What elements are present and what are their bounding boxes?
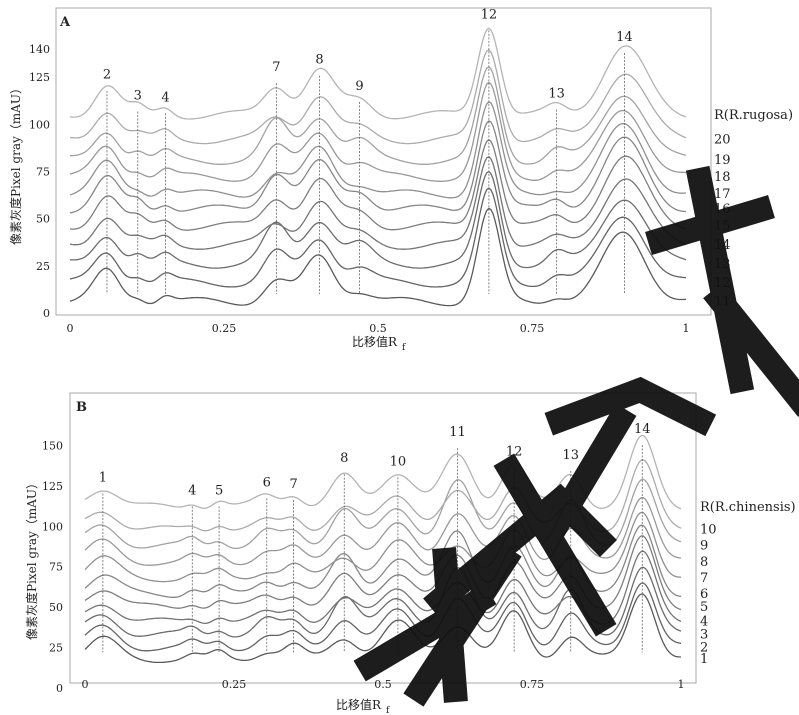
track-label: R(R.rugosa) (714, 108, 793, 123)
panel-b-y-tick-label: 0 (56, 682, 63, 695)
track-label: 10 (700, 523, 717, 538)
panel-a-x-tick-label: 0.5 (369, 322, 387, 335)
peak-label: 8 (340, 451, 348, 466)
panel-a-y-tick-label: 125 (29, 71, 50, 84)
panel-a-y-tick-label: 100 (29, 118, 50, 131)
panel-a-y-axis-title: 像素灰度Pixel gray（mAU） (8, 82, 23, 245)
panel-a-label: A (59, 15, 71, 30)
panel-b-x-tick-label: 0 (82, 678, 89, 691)
watermark (370, 180, 799, 690)
panel-a-y-tick-label: 0 (43, 307, 50, 320)
track-label: 8 (700, 555, 708, 570)
peak-label: 4 (188, 483, 196, 498)
panel-b-x-tick-label: 1 (678, 678, 685, 691)
peak-label: 14 (616, 30, 633, 45)
peak-label: 10 (390, 454, 407, 469)
peak-label: 1 (99, 470, 107, 485)
peak-label: 13 (562, 448, 579, 463)
track-label: 20 (714, 132, 731, 147)
panel-b-y-tick-label: 125 (42, 480, 63, 493)
peak-label: 6 (263, 475, 271, 490)
peak-label: 11 (449, 425, 466, 440)
panel-a-x-tick-label: 1 (683, 322, 690, 335)
panel-a-y-tick-label: 25 (36, 260, 50, 273)
panel-b-x-tick-label: 0.75 (520, 678, 545, 691)
peak-label: 12 (481, 7, 498, 22)
panel-a-y-tick-label: 75 (36, 166, 50, 179)
panel-b-x-axis-title: 比移值R (336, 697, 382, 712)
panel-b-y-tick-label: 100 (42, 520, 63, 533)
track-label: 3 (700, 628, 708, 643)
track-label: 17 (714, 187, 731, 202)
series-line-14 (70, 157, 686, 250)
panel-b-x-axis-title-subscript: f (386, 706, 390, 715)
track-label: 18 (714, 170, 731, 185)
panel-a-y-tick-label: 140 (29, 43, 50, 56)
panel-b-y-tick-label: 25 (49, 642, 63, 655)
panel-a-chart: A 比移值R f 像素灰度Pixel gray（mAU） 0 25 50 75 100 1… (8, 7, 793, 353)
panel-b-y-axis-title: 像素灰度Pixel gray（mAU） (24, 477, 39, 640)
track-label: 9 (700, 539, 708, 554)
track-label: R(R.chinensis) (700, 500, 796, 515)
panel-a-x-tick-label: 0.25 (212, 322, 237, 335)
panel-b-y-tick-label: 150 (42, 439, 63, 452)
panel-a-x-axis-title: 比移值R (352, 334, 398, 349)
panel-a-x-tick-label: 0 (67, 322, 74, 335)
peak-label: 3 (134, 88, 142, 103)
panel-a-x-tick-label: 0.75 (520, 322, 545, 335)
panel-a-y-tick-label: 50 (36, 213, 50, 226)
track-label: 7 (700, 571, 708, 586)
track-label: 19 (714, 153, 731, 168)
panel-a-x-axis-title-subscript: f (402, 343, 406, 353)
peak-label: 8 (315, 53, 323, 68)
track-label: 5 (700, 600, 708, 615)
panel-b-chart: B 比移值R f 像素灰度Pixel gray（mAU） 02550751001… (24, 393, 796, 715)
panel-b-x-tick-label: 0.5 (374, 678, 392, 691)
peak-label: 14 (634, 422, 651, 437)
panel-b-y-tick-label: 50 (49, 601, 63, 614)
peak-label: 4 (161, 90, 169, 105)
peak-label: 13 (548, 87, 565, 102)
series-line-15 (70, 140, 686, 230)
peak-label: 7 (272, 60, 280, 75)
series-line-R-R-rugosa- (70, 28, 686, 119)
track-label: 4 (700, 615, 708, 630)
panel-b-y-tick-label: 75 (49, 561, 63, 574)
peak-label: 2 (103, 68, 111, 83)
peak-label: 9 (355, 79, 363, 94)
panel-b-x-tick-label: 0.25 (222, 678, 247, 691)
panel-b-label: B (76, 400, 87, 415)
panel-a-frame (56, 8, 711, 315)
track-label: 6 (700, 587, 708, 602)
peak-label: 5 (215, 483, 223, 498)
track-label: 2 (700, 641, 708, 656)
peak-label: 7 (289, 477, 297, 492)
